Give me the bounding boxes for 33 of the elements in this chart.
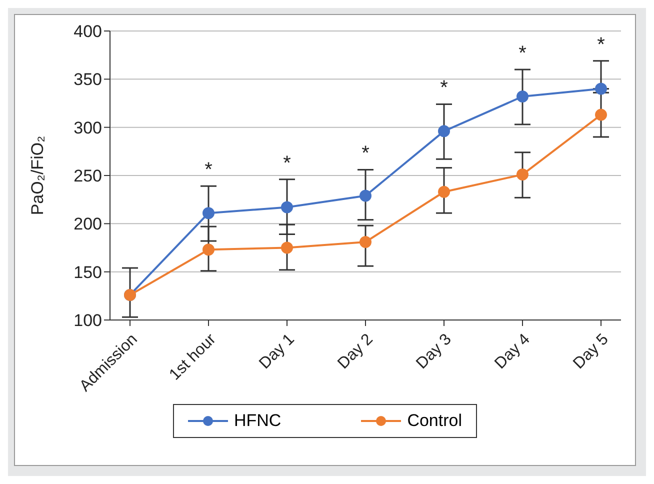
y-tick-label: 200 — [74, 214, 102, 234]
point — [438, 125, 450, 138]
y-tick-label: 150 — [74, 262, 102, 282]
x-tick-label: Day 4 — [492, 330, 534, 372]
y-tick-label: 300 — [74, 118, 102, 138]
x-tick-label: Day 5 — [570, 330, 612, 372]
point — [281, 201, 293, 214]
point — [360, 236, 372, 248]
legend-label: Control — [407, 411, 462, 431]
annotation: * — [362, 142, 370, 165]
y-tick-label: 100 — [74, 311, 102, 330]
point — [516, 90, 528, 103]
annotation: * — [440, 77, 448, 100]
point — [360, 190, 372, 202]
point — [595, 82, 607, 95]
point — [202, 207, 214, 220]
x-tick-label: Day 3 — [413, 330, 455, 372]
y-tick-label: 350 — [74, 70, 102, 90]
legend-label: HFNC — [234, 411, 282, 431]
y-tick-label: 250 — [74, 166, 102, 186]
x-tick-label: Day 2 — [334, 330, 376, 372]
point — [281, 242, 293, 254]
point — [438, 186, 450, 198]
y-tick-label: 400 — [74, 22, 102, 42]
point — [202, 244, 214, 256]
annotation: * — [597, 34, 606, 56]
y-axis-title: PaO₂/FiO₂ — [28, 136, 48, 216]
annotation: * — [518, 42, 527, 65]
annotation: * — [204, 159, 213, 182]
annotation: * — [283, 152, 292, 174]
point — [595, 108, 607, 121]
x-tick-label: Day 1 — [256, 330, 298, 372]
point — [516, 168, 528, 181]
